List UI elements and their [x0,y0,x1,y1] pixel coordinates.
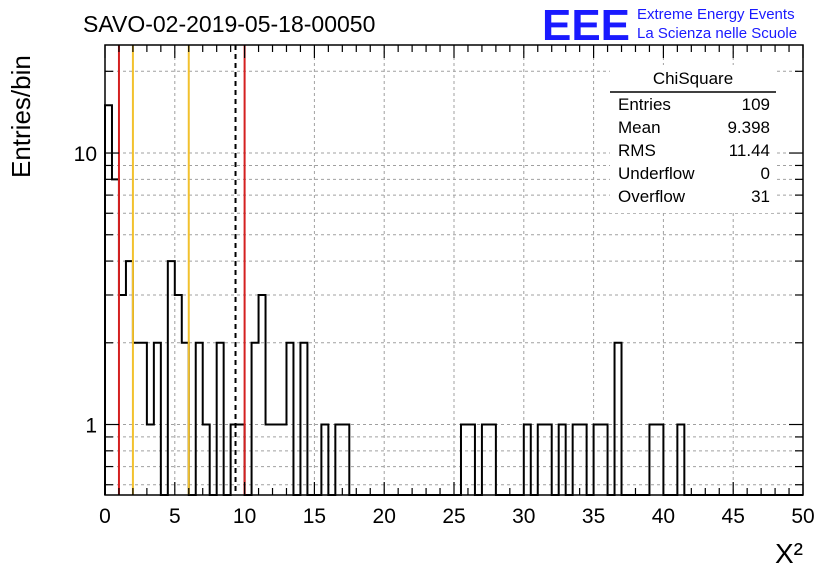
x-tick-label: 45 [722,505,745,528]
histogram-bin [280,425,287,495]
histogram-bin [266,425,273,495]
y-tick-label: 10 [74,143,97,166]
y-axis-label: Entries/bin [6,55,36,178]
histogram-bin [154,343,161,495]
eee-logo: EEE [542,1,630,50]
histogram-bin [168,261,175,495]
stats-box: ChiSquare Entries 109 Mean 9.398 RMS 11.… [610,65,776,213]
histogram-bin [300,343,307,495]
x-tick-label: 25 [442,505,465,528]
histogram-bin [677,425,684,495]
x-tick-label: 50 [791,505,814,528]
x-tick-label: 20 [373,505,396,528]
histogram-bin [321,425,328,495]
stats-title: ChiSquare [653,69,733,88]
histogram-bin [601,425,608,495]
stats-entries-label: Entries [618,95,671,114]
histogram-bin [203,425,210,495]
x-tick-label: 5 [169,505,181,528]
stats-rms-value: 11.44 [729,141,770,160]
histogram-bin [573,425,580,495]
x-tick-label: 40 [652,505,675,528]
histogram-bin [342,425,349,495]
histogram-bin [119,295,126,495]
stats-entries-value: 109 [742,95,770,114]
histogram-bin [615,343,622,495]
histogram-bin [175,295,182,495]
stats-underflow-value: 0 [761,164,770,183]
histogram-bin [252,343,259,495]
x-tick-label: 0 [99,505,111,528]
histogram-bin [335,425,342,495]
histogram-bin [286,343,293,495]
x-tick-label: 15 [303,505,326,528]
histogram-bin [461,425,468,495]
x-tick-label: 30 [512,505,535,528]
histogram-bin [147,425,154,495]
histogram-bin [126,261,133,495]
histogram-bin [238,425,245,495]
histogram-bin [231,425,238,495]
histogram-bin [112,179,119,495]
histogram-bin [259,295,266,495]
stats-overflow-value: 31 [751,187,770,206]
histogram-bin [273,425,280,495]
stats-mean-value: 9.398 [727,118,770,137]
histogram-bin [196,343,203,495]
histogram-bin [559,425,566,495]
histogram-bin [489,425,496,495]
logo-line-2: La Scienza nelle Scuole [637,25,797,42]
stats-overflow-label: Overflow [618,187,686,206]
histogram-bin [580,425,587,495]
x-axis-label: X² [775,538,803,569]
chart-title: SAVO-02-2019-05-18-00050 [83,11,375,37]
histogram-bin [133,343,140,495]
histogram-bin [594,425,601,495]
x-tick-label: 10 [233,505,256,528]
stats-mean-label: Mean [618,118,661,137]
stats-rms-label: RMS [618,141,656,160]
y-tick-label: 1 [85,415,97,438]
histogram-bin [545,425,552,495]
histogram-bin [482,425,489,495]
histogram-bin [538,425,545,495]
axes: 0 5 10 15 20 25 30 35 40 45 50 1 10 [74,44,815,528]
histogram-bin [656,425,663,495]
histogram-bin [217,343,224,495]
reference-lines [117,45,246,495]
logo-line-1: Extreme Energy Events [637,6,795,23]
stats-underflow-label: Underflow [618,164,695,183]
histogram-bin [649,425,656,495]
x-tick-label: 35 [582,505,605,528]
histogram-bin [524,425,531,495]
histogram-bin [140,343,147,495]
histogram-bin [468,425,475,495]
histogram-bin [182,343,189,495]
